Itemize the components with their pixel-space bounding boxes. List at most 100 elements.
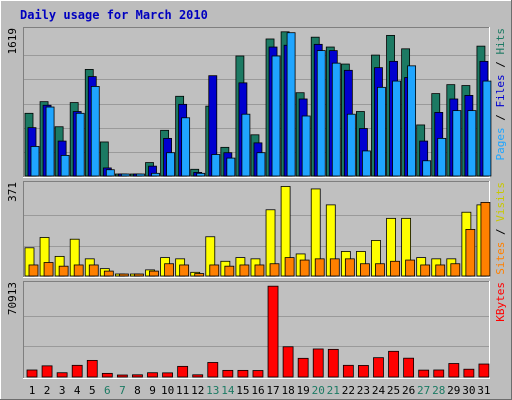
x-tick-label-1: 1 bbox=[29, 384, 36, 397]
bar-kbytes-day-9 bbox=[147, 372, 158, 378]
x-axis-labels: 1 2 3 4 5 6 7 8 9 10 11 12 13 14 15 16 17 18 19 20 21 22 23 24 2… bbox=[29, 384, 491, 397]
bar-kbytes-day-27 bbox=[418, 369, 430, 378]
bar-pages-day-6 bbox=[105, 169, 115, 177]
x-tick-label-31: 31 bbox=[477, 384, 490, 397]
bar-sites-day-8 bbox=[134, 273, 144, 277]
bar-sites-day-23 bbox=[360, 263, 370, 277]
bar-sites-day-10 bbox=[164, 263, 174, 277]
bar-pages-day-7 bbox=[120, 173, 130, 177]
bar-kbytes-day-2 bbox=[41, 365, 53, 378]
bar-sites-day-16 bbox=[254, 264, 265, 277]
bar-sites-day-3 bbox=[58, 265, 69, 277]
series-legend-label: KBytes bbox=[494, 282, 507, 322]
bar-kbytes-day-6 bbox=[101, 372, 113, 378]
bar-kbytes-day-18 bbox=[282, 346, 294, 378]
bar-kbytes-day-8 bbox=[132, 374, 143, 378]
bar-kbytes-day-12 bbox=[192, 374, 204, 378]
bar-sites-day-26 bbox=[405, 259, 416, 277]
bar-sites-day-17 bbox=[269, 263, 280, 277]
x-tick-label-10: 10 bbox=[161, 384, 174, 397]
x-tick-label-12: 12 bbox=[191, 384, 204, 397]
bar-kbytes-day-29 bbox=[448, 363, 460, 378]
x-tick-label-11: 11 bbox=[176, 384, 189, 397]
legend-hits: Hits bbox=[494, 28, 507, 55]
series-legend-label: Sites / Visits bbox=[494, 182, 507, 275]
bar-sites-day-30 bbox=[465, 228, 476, 277]
x-tick-label-24: 24 bbox=[372, 384, 386, 397]
bar-kbytes-day-24 bbox=[373, 357, 384, 378]
bar-sites-day-15 bbox=[239, 264, 250, 277]
chart-panels: 1619 Pages / Files / Hits 371 Sites / Visit… bbox=[6, 27, 507, 379]
bar-sites-day-19 bbox=[299, 259, 310, 277]
bar-sites-day-7 bbox=[118, 273, 129, 277]
y-max-label: 70913 bbox=[6, 282, 19, 315]
legend-pages: Pages bbox=[494, 127, 507, 160]
bar-kbytes-day-7 bbox=[116, 374, 128, 378]
x-tick-label-19: 19 bbox=[297, 384, 310, 397]
bar-pages-day-19 bbox=[301, 115, 311, 177]
x-tick-label-23: 23 bbox=[357, 384, 370, 397]
bar-pages-day-5 bbox=[90, 86, 100, 177]
x-tick-label-29: 29 bbox=[447, 384, 460, 397]
legend-separator: / bbox=[494, 55, 507, 75]
bar-pages-day-29 bbox=[452, 110, 462, 177]
bar-sites-day-6 bbox=[103, 270, 114, 277]
bar-sites-day-29 bbox=[450, 263, 461, 277]
y-max-label: 371 bbox=[6, 182, 19, 202]
bar-sites-day-2 bbox=[43, 262, 54, 277]
bar-pages-day-4 bbox=[75, 112, 85, 177]
x-tick-label-25: 25 bbox=[387, 384, 400, 397]
x-tick-label-7: 7 bbox=[119, 384, 126, 397]
bar-kbytes-day-11 bbox=[177, 365, 189, 378]
bar-kbytes-day-31 bbox=[478, 363, 490, 378]
x-tick-label-9: 9 bbox=[149, 384, 156, 397]
x-tick-label-13: 13 bbox=[206, 384, 219, 397]
x-tick-label-15: 15 bbox=[236, 384, 249, 397]
bar-sites-day-11 bbox=[179, 264, 190, 277]
x-tick-label-30: 30 bbox=[462, 384, 475, 397]
bar-sites-day-20 bbox=[314, 258, 325, 277]
bar-kbytes-day-15 bbox=[237, 369, 249, 378]
bar-sites-day-31 bbox=[480, 202, 491, 277]
panel-2: 371 Sites / Visits bbox=[6, 181, 507, 278]
bar-pages-day-15 bbox=[241, 113, 251, 177]
bar-kbytes-day-16 bbox=[252, 370, 264, 378]
bar-sites-day-27 bbox=[420, 264, 431, 277]
bar-kbytes-day-4 bbox=[71, 364, 83, 378]
bar-kbytes-day-14 bbox=[222, 369, 234, 378]
legend-sites: Sites bbox=[494, 242, 507, 275]
bar-kbytes-day-26 bbox=[403, 357, 415, 378]
bar-sites-day-22 bbox=[344, 258, 355, 277]
bar-pages-day-1 bbox=[30, 146, 40, 177]
x-tick-label-22: 22 bbox=[342, 384, 355, 397]
legend-kbytes: KBytes bbox=[494, 282, 507, 322]
bar-kbytes-day-21 bbox=[327, 348, 339, 378]
bar-sites-day-5 bbox=[88, 264, 99, 277]
bar-pages-day-20 bbox=[316, 50, 326, 177]
bar-pages-day-14 bbox=[226, 157, 236, 177]
bar-kbytes-day-1 bbox=[26, 369, 38, 378]
bar-kbytes-day-3 bbox=[56, 372, 68, 378]
bar-sites-day-4 bbox=[73, 264, 84, 277]
bar-pages-day-10 bbox=[166, 152, 175, 177]
x-tick-label-21: 21 bbox=[327, 384, 340, 397]
bar-pages-day-8 bbox=[136, 173, 145, 177]
legend-files: Files bbox=[494, 74, 507, 107]
legend-separator: / bbox=[494, 222, 507, 242]
x-tick-label-28: 28 bbox=[432, 384, 445, 397]
bar-pages-day-22 bbox=[346, 113, 356, 177]
bar-kbytes-day-30 bbox=[463, 368, 475, 378]
bar-pages-day-2 bbox=[45, 106, 55, 177]
bar-sites-day-12 bbox=[194, 273, 205, 277]
legend-separator: / bbox=[494, 108, 507, 128]
bar-pages-day-31 bbox=[482, 80, 492, 177]
bar-sites-day-25 bbox=[390, 260, 400, 277]
bar-sites-day-13 bbox=[209, 264, 220, 277]
bar-pages-day-24 bbox=[377, 86, 386, 177]
panel-3: 70913 KBytes bbox=[6, 281, 507, 379]
x-tick-label-17: 17 bbox=[266, 384, 279, 397]
bar-kbytes-day-5 bbox=[86, 359, 98, 378]
bar-pages-day-9 bbox=[151, 172, 160, 177]
x-tick-label-5: 5 bbox=[89, 384, 96, 397]
bar-pages-day-18 bbox=[286, 32, 296, 177]
